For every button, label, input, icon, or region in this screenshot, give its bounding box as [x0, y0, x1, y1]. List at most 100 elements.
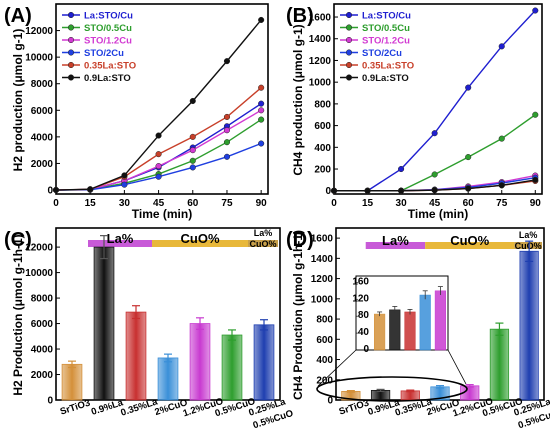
y-tick-label: 10000	[25, 268, 53, 279]
legend-marker	[345, 24, 353, 31]
data-point	[52, 186, 60, 194]
panel-c-ylabel: H2 Production (μmol g-1h-1)	[11, 234, 25, 395]
x-tick-label: 30	[396, 198, 408, 209]
y-tick-label: 4000	[31, 345, 54, 356]
x-tick-label: 0	[331, 198, 337, 209]
inset-y-tick-label: 120	[352, 293, 369, 304]
bar	[157, 357, 179, 401]
data-point	[189, 147, 196, 154]
header-la-band	[88, 240, 152, 247]
legend-label: STO/0.5Cu	[362, 23, 410, 34]
data-point	[431, 130, 438, 137]
panel-a-frame	[55, 3, 269, 195]
panel-c-axes: 0 2000 4000 6000 8000 10000 12000	[25, 243, 60, 407]
data-point	[223, 139, 231, 146]
header-both-band	[514, 242, 542, 249]
y-tick-label: 0	[327, 396, 333, 407]
panel-b-letter: (B)	[286, 5, 314, 27]
inset-bar	[389, 309, 401, 351]
inset-y-tick-label: 80	[358, 310, 370, 321]
data-point	[532, 7, 539, 14]
highlight-ellipse	[316, 376, 468, 402]
data-point	[223, 58, 231, 65]
legend-marker	[67, 61, 75, 69]
data-point	[498, 135, 505, 142]
panel-a-series	[52, 16, 265, 194]
panel-d-axes: 0 200 400 600 800 1000 1200 1400 1600	[311, 234, 340, 407]
header-both-label: CuO%	[250, 239, 277, 249]
x-tick-label: 75	[221, 198, 233, 209]
data-point	[431, 171, 438, 178]
data-point	[465, 84, 472, 91]
header-la-label: La%	[382, 233, 409, 248]
y-tick-label: 0	[325, 186, 331, 197]
inset-y-tick-label: 160	[352, 276, 369, 287]
bar	[61, 363, 83, 401]
data-point	[431, 187, 438, 194]
inset-connector	[447, 349, 467, 385]
y-tick-label: 0	[47, 186, 53, 197]
inset-bar	[374, 313, 386, 351]
series-line	[334, 114, 536, 192]
header-cuo-label: CuO%	[450, 233, 489, 248]
x-tick-label: 90	[530, 198, 542, 209]
y-tick-label: 1600	[311, 234, 334, 245]
header-la-label: La%	[107, 231, 134, 246]
panel-d-inset: 0 40 80 120 160	[316, 275, 468, 402]
y-tick-label: 400	[314, 143, 331, 154]
legend-label: 0.35La:STO	[84, 61, 136, 72]
y-tick-label: 12000	[25, 243, 53, 254]
data-point	[155, 151, 162, 158]
bar	[253, 324, 275, 401]
header-both-label: La%	[254, 228, 273, 238]
y-tick-label: 1200	[311, 274, 334, 285]
data-point	[223, 113, 231, 120]
y-tick-label: 1400	[311, 254, 334, 265]
data-point	[223, 127, 231, 134]
y-tick-label: 600	[314, 121, 331, 132]
y-tick-label: 8000	[31, 294, 54, 305]
x-tick-label: 45	[429, 198, 441, 209]
legend-label: STO/2Cu	[362, 48, 402, 59]
data-point	[498, 182, 505, 189]
legend-marker	[67, 49, 75, 56]
data-point	[121, 181, 128, 188]
data-point	[258, 16, 265, 23]
y-tick-label: 0	[47, 396, 53, 407]
x-tick-label: 15	[85, 198, 97, 209]
bar	[221, 334, 243, 401]
data-point	[330, 187, 338, 194]
x-tick-label: 90	[256, 198, 268, 209]
data-point	[223, 153, 231, 160]
inset-y-tick-label: 0	[363, 344, 369, 355]
y-tick-label: 1000	[311, 294, 334, 305]
panel-b-ylabel: CH4 production (μmol g-1)	[291, 24, 305, 175]
y-tick-label: 6000	[31, 319, 54, 330]
data-point	[189, 97, 196, 105]
legend-marker	[345, 11, 353, 19]
panel-c-categories: SrTiO30.9%La0.35%La2%CuO1.2%CuO0.5%CuO0.…	[59, 396, 295, 431]
x-tick-label: 60	[187, 198, 199, 209]
y-tick-label: 1400	[309, 34, 332, 45]
panel-d-header: La% CuO% La%CuO%	[365, 230, 542, 251]
data-point	[498, 43, 505, 50]
panel-b-series	[330, 7, 539, 194]
data-point	[258, 100, 265, 107]
panel-a-letter: (A)	[4, 5, 32, 27]
panel-b-xlabel: Time (min)	[408, 207, 468, 221]
data-point	[87, 186, 94, 193]
y-tick-label: 1000	[309, 78, 332, 89]
data-point	[532, 176, 539, 183]
x-tick-label: 30	[119, 198, 131, 209]
legend-label: La:STO/Cu	[84, 11, 133, 22]
x-tick-label: 15	[362, 198, 374, 209]
bar	[189, 323, 211, 401]
y-tick-label: 200	[316, 375, 333, 386]
data-point	[532, 111, 539, 118]
inset-connector	[317, 349, 357, 387]
header-la-band	[365, 242, 426, 249]
y-tick-label: 4000	[31, 132, 54, 143]
panel-b-frame	[333, 3, 543, 195]
panel-b-axes: 0 15 30 45 60 75 90 0 200 400 600 800 1000 1200 1400 16…	[309, 13, 542, 209]
data-point	[364, 187, 371, 194]
